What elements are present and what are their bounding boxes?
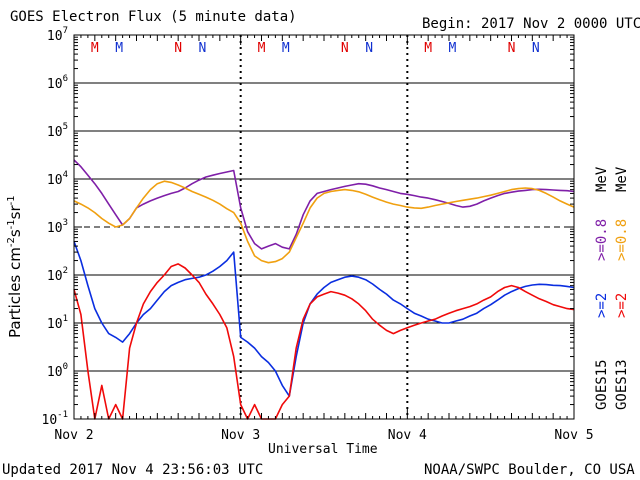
y-tick-label: 106: [47, 74, 68, 92]
gridlines: [74, 34, 574, 420]
y-tick-exponent: 3: [63, 218, 68, 228]
orbit-marker: N: [532, 41, 540, 56]
y-tick-label: 100: [47, 362, 68, 380]
right-legend-label: MeV: [614, 166, 630, 192]
y-tick-label: 103: [47, 218, 68, 236]
series-line: [73, 159, 575, 250]
y-axis-label: Particles cm-2s-1sr-1: [6, 195, 24, 338]
orbit-marker: N: [199, 41, 207, 56]
y-tick-label: 104: [47, 170, 68, 188]
begin-time: Begin: 2017 Nov 2 0000 UTC: [422, 16, 640, 32]
right-legend-label: >=2: [594, 292, 610, 318]
orbit-marker: M: [115, 41, 123, 56]
series-line: [73, 263, 575, 420]
right-legend-label: MeV: [594, 166, 610, 192]
right-legend-label: >=2: [614, 292, 630, 318]
orbit-marker: N: [508, 41, 516, 56]
y-tick-label: 10-1: [42, 410, 69, 428]
orbit-marker: M: [449, 41, 457, 56]
orbit-marker: M: [424, 41, 432, 56]
source-credit: NOAA/SWPC Boulder, CO USA: [424, 462, 635, 478]
orbit-marker: M: [91, 41, 99, 56]
x-axis-label: Universal Time: [268, 442, 378, 457]
orbit-marker: M: [282, 41, 290, 56]
series-line: [73, 241, 575, 397]
y-tick-exponent: 7: [63, 26, 68, 36]
right-legend-label: GOES15: [594, 359, 610, 410]
y-tick-label: 101: [47, 314, 68, 332]
orbit-marker: M: [258, 41, 266, 56]
y-tick-exponent: 6: [63, 74, 68, 84]
y-tick-exponent: 0: [63, 362, 68, 372]
x-tick-label: Nov 3: [221, 428, 260, 443]
y-tick-label: 107: [47, 26, 68, 44]
y-tick-exponent: 2: [63, 266, 68, 276]
series-line: [73, 180, 575, 264]
x-tick-label: Nov 5: [554, 428, 593, 443]
y-tick-label: 105: [47, 122, 68, 140]
y-tick-exponent: 5: [63, 122, 68, 132]
right-legend-label: GOES13: [614, 359, 630, 410]
y-tick-exponent: 1: [63, 314, 68, 324]
x-tick-label: Nov 4: [388, 428, 427, 443]
orbit-marker: N: [341, 41, 349, 56]
updated-timestamp: Updated 2017 Nov 4 23:56:03 UTC: [2, 462, 264, 478]
y-tick-exponent: 4: [63, 170, 68, 180]
right-legend-label: >=0.8: [614, 218, 630, 261]
chart-title: GOES Electron Flux (5 minute data): [10, 9, 297, 25]
series-layer: [73, 159, 575, 420]
y-tick-label: 102: [47, 266, 68, 284]
x-tick-label: Nov 2: [54, 428, 93, 443]
orbit-marker: N: [365, 41, 373, 56]
y-tick-exponent: -1: [57, 410, 68, 420]
right-legend-label: >=0.8: [594, 218, 610, 261]
orbit-marker: N: [174, 41, 182, 56]
